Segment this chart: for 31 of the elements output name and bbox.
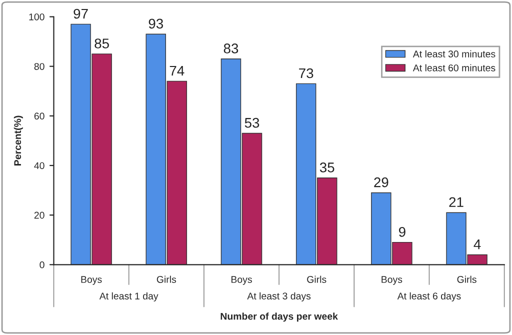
x-tick-label: Boys (231, 276, 252, 285)
y-tick-label: 20 (34, 212, 44, 219)
x-axis-title: Number of days per week (220, 312, 338, 322)
data-label: 4 (474, 240, 481, 250)
data-label: 73 (299, 68, 314, 78)
text: At least 6 days (397, 292, 461, 302)
data-label: 97 (74, 8, 88, 19)
data-label: 9 (398, 226, 406, 237)
x-tick-label: Girls (307, 276, 326, 283)
data-label: 29 (374, 177, 388, 188)
x-tick-label: Girls (156, 276, 176, 283)
data-label: 53 (244, 118, 260, 128)
x-tick-label: Boys (81, 276, 102, 285)
legend-label: At least 30 minutes (412, 50, 496, 58)
y-tick-label: 100 (29, 13, 44, 20)
y-axis-title: Percent(%) (14, 116, 23, 166)
data-label: 83 (224, 44, 238, 54)
y-tick-label: 60 (34, 112, 44, 120)
data-label: 85 (94, 38, 109, 48)
x-tick-label: Boys (382, 276, 402, 285)
data-label: 21 (449, 197, 464, 207)
y-tick-label: 40 (34, 162, 44, 170)
data-label: 93 (148, 18, 163, 29)
y-tick-label: 80 (34, 63, 44, 70)
text: At least 3 days (247, 292, 311, 302)
legend-label: At least 60 minutes (412, 64, 496, 72)
data-label: 35 (320, 162, 334, 172)
text: At least 1 day (99, 292, 158, 302)
y-tick-label: 0 (40, 261, 44, 268)
data-label: 74 (170, 66, 184, 76)
x-tick-label: Girls (457, 276, 476, 283)
